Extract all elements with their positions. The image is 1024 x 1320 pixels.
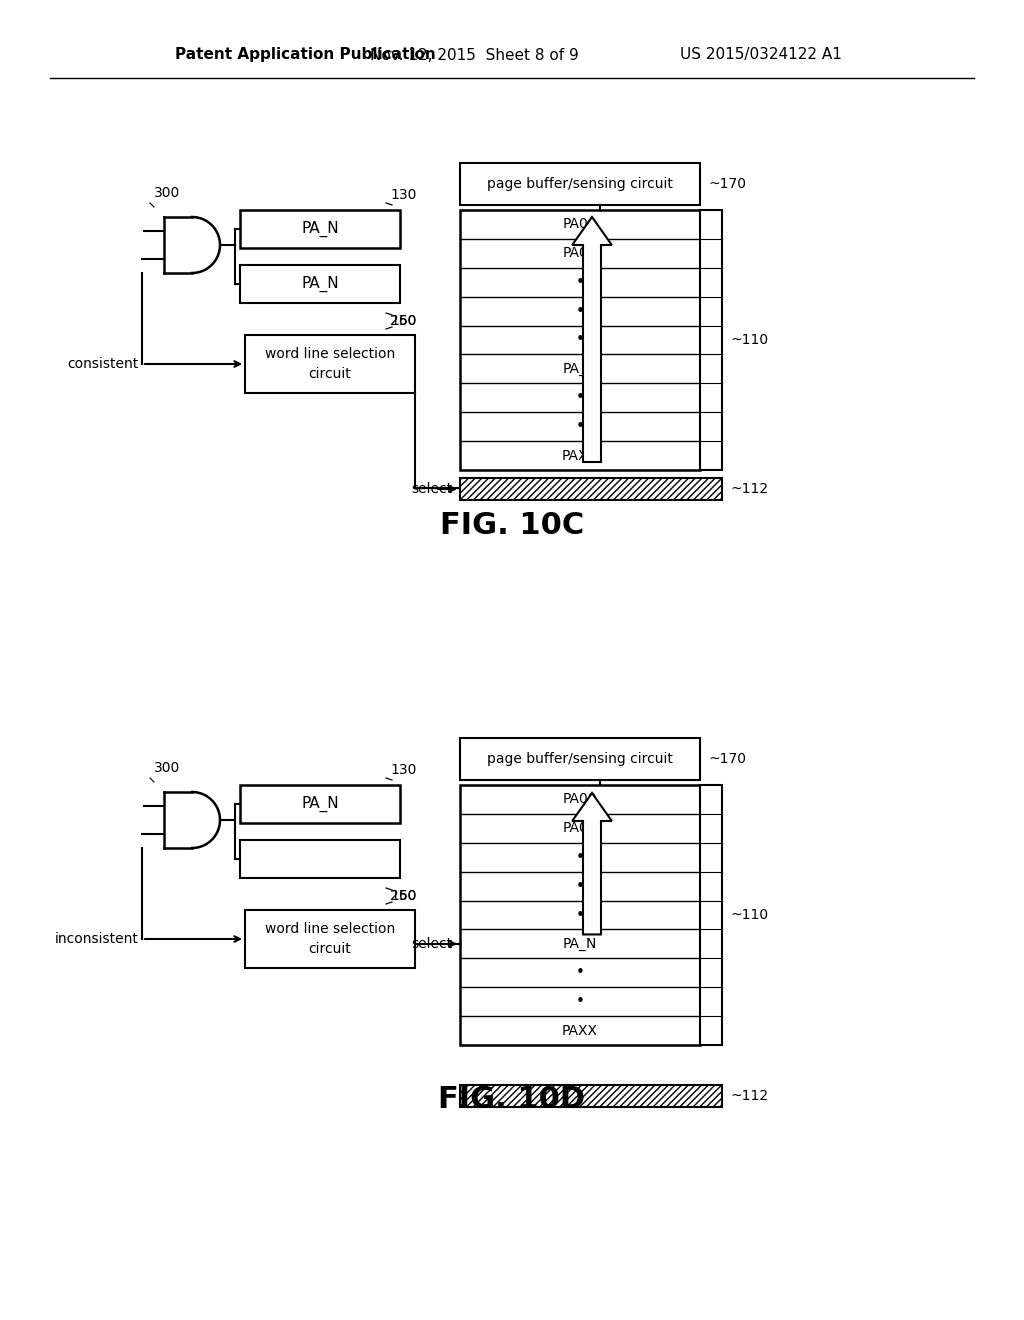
Text: word line selection: word line selection <box>265 347 395 360</box>
Text: PAXX: PAXX <box>562 1023 598 1038</box>
FancyArrow shape <box>572 793 611 935</box>
Text: •: • <box>575 304 585 318</box>
Text: PA00: PA00 <box>563 218 597 231</box>
Bar <box>460 478 722 500</box>
Text: ~112: ~112 <box>730 1089 768 1104</box>
Text: PA_N: PA_N <box>301 276 339 292</box>
Text: 130: 130 <box>390 763 417 777</box>
Bar <box>460 1085 722 1107</box>
Bar <box>700 210 722 470</box>
Text: ~110: ~110 <box>730 908 768 921</box>
Text: 300: 300 <box>154 186 180 201</box>
Text: •: • <box>575 391 585 405</box>
Text: page buffer/sensing circuit: page buffer/sensing circuit <box>487 752 673 766</box>
Text: PA_N: PA_N <box>563 937 597 950</box>
Bar <box>460 162 700 205</box>
Bar <box>460 738 700 780</box>
Text: •: • <box>575 275 585 289</box>
Text: •: • <box>575 850 585 865</box>
Text: ~170: ~170 <box>708 752 746 766</box>
Text: PA_N: PA_N <box>563 362 597 376</box>
Text: PA00: PA00 <box>563 792 597 807</box>
Text: ~112: ~112 <box>730 482 768 496</box>
Text: PA01: PA01 <box>562 821 597 836</box>
Text: Nov. 12, 2015  Sheet 8 of 9: Nov. 12, 2015 Sheet 8 of 9 <box>370 48 579 62</box>
Text: ~170: ~170 <box>708 177 746 191</box>
Text: PA_N: PA_N <box>301 220 339 238</box>
Bar <box>700 785 722 1045</box>
Text: consistent: consistent <box>68 356 139 371</box>
Text: page buffer/sensing circuit: page buffer/sensing circuit <box>487 177 673 191</box>
Text: Patent Application Publication: Patent Application Publication <box>175 48 436 62</box>
Text: •: • <box>575 908 585 923</box>
Text: •: • <box>575 420 585 434</box>
Bar <box>460 785 700 1045</box>
Text: US 2015/0324122 A1: US 2015/0324122 A1 <box>680 48 842 62</box>
Text: •: • <box>575 994 585 1010</box>
Text: PA01: PA01 <box>562 247 597 260</box>
Text: 130: 130 <box>390 187 417 202</box>
Text: PAXX: PAXX <box>562 449 598 462</box>
Bar <box>240 265 400 304</box>
FancyArrow shape <box>572 216 611 462</box>
Text: FIG. 10D: FIG. 10D <box>438 1085 586 1114</box>
Text: •: • <box>575 333 585 347</box>
Text: select: select <box>411 937 452 950</box>
Bar <box>240 785 400 822</box>
Bar <box>240 840 400 878</box>
Text: inconsistent: inconsistent <box>55 932 139 946</box>
Text: PA_N: PA_N <box>301 796 339 812</box>
Text: select: select <box>411 482 452 496</box>
Text: 160: 160 <box>390 888 417 903</box>
Bar <box>245 335 415 393</box>
Text: 250: 250 <box>390 888 416 903</box>
Text: 300: 300 <box>154 762 180 775</box>
Text: circuit: circuit <box>308 367 351 381</box>
Bar <box>245 909 415 968</box>
Text: •: • <box>575 965 585 981</box>
Bar <box>460 210 700 470</box>
Bar <box>240 210 400 248</box>
Text: ~110: ~110 <box>730 333 768 347</box>
Text: word line selection: word line selection <box>265 921 395 936</box>
Text: •: • <box>575 879 585 894</box>
Text: FIG. 10C: FIG. 10C <box>440 511 584 540</box>
Text: circuit: circuit <box>308 942 351 956</box>
Text: 160: 160 <box>390 314 417 327</box>
Text: 250: 250 <box>390 314 416 327</box>
